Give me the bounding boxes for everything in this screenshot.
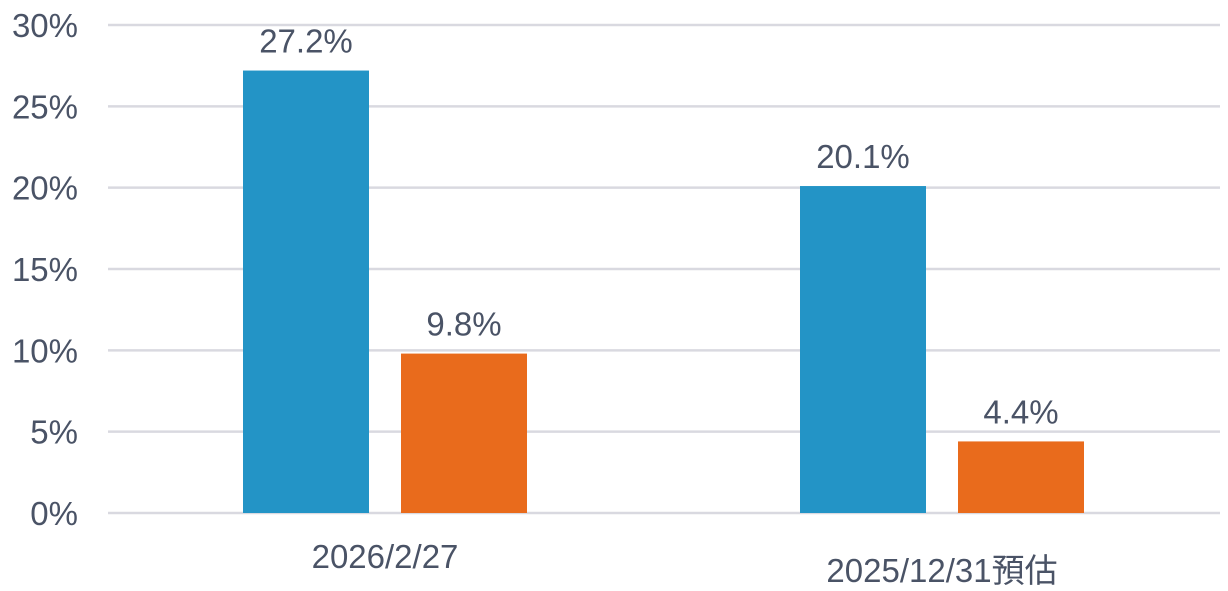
bars xyxy=(243,70,1084,514)
bar xyxy=(800,186,926,514)
y-tick-label: 0% xyxy=(30,495,78,532)
bar xyxy=(958,441,1084,513)
y-tick-label: 30% xyxy=(12,7,78,44)
y-axis-tick-labels: 0% 5% 10% 15% 20% 25% 30% xyxy=(12,7,78,532)
x-axis-category-labels: 2026/2/27 2025/12/31預估 xyxy=(312,538,1058,589)
y-tick-label: 25% xyxy=(12,88,78,125)
data-label: 4.4% xyxy=(983,393,1058,430)
category-label: 2025/12/31預估 xyxy=(826,552,1057,589)
y-tick-label: 15% xyxy=(12,251,78,288)
data-label: 9.8% xyxy=(426,306,501,343)
bar xyxy=(243,70,369,514)
y-tick-label: 20% xyxy=(12,170,78,207)
category-label: 2026/2/27 xyxy=(312,538,459,575)
y-tick-label: 5% xyxy=(30,414,78,451)
y-tick-label: 10% xyxy=(12,332,78,369)
data-labels: 27.2% 20.1% 9.8% 4.4% xyxy=(259,23,1058,431)
data-label: 27.2% xyxy=(259,23,353,60)
data-label: 20.1% xyxy=(816,138,910,175)
bar xyxy=(401,353,527,513)
